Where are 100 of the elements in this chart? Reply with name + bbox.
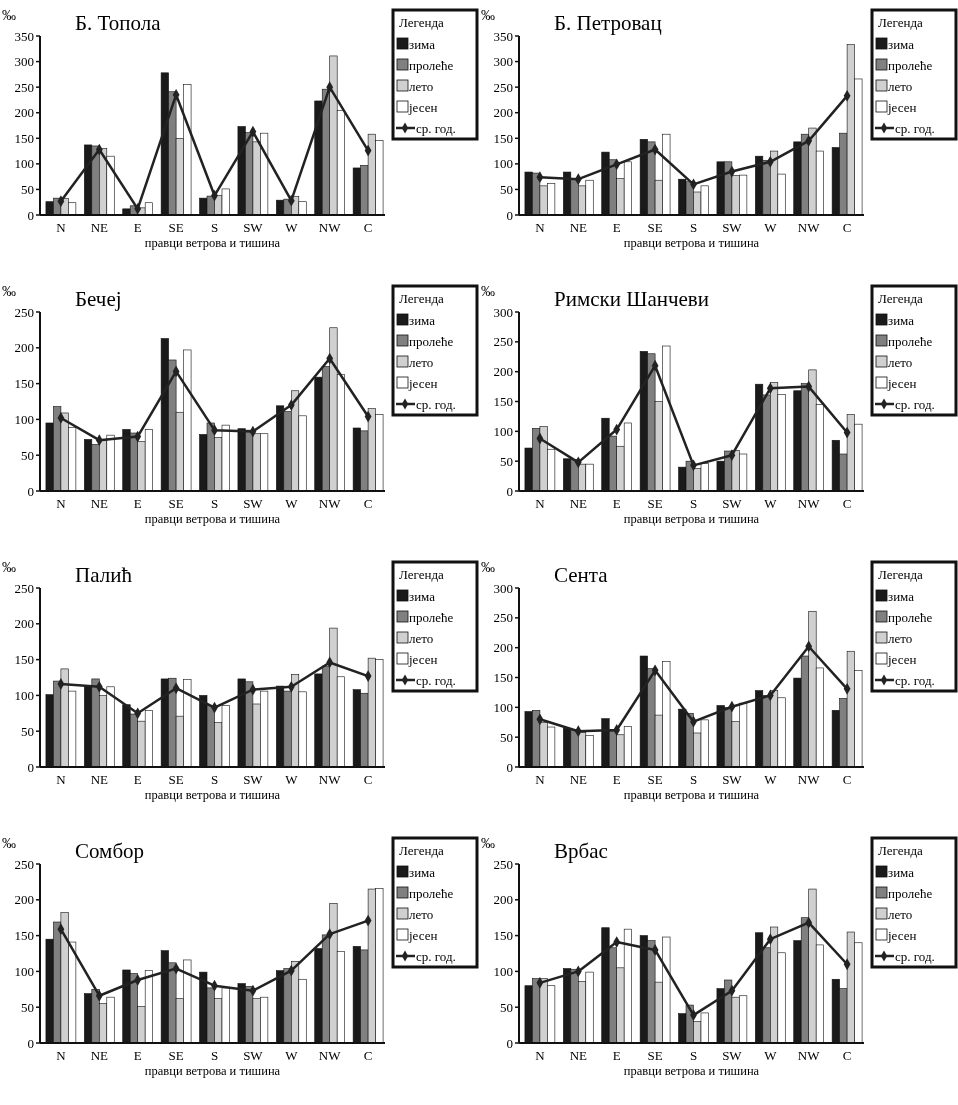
legend-label: ср. год.	[895, 948, 935, 964]
x-tick-label: NE	[569, 772, 588, 787]
x-tick-label: NE	[569, 496, 588, 511]
y-tick-label: 250	[14, 856, 34, 872]
legend-label: ср. год.	[895, 396, 935, 412]
x-tick-label: S	[210, 1048, 219, 1063]
legend-label: пролеће	[409, 57, 454, 73]
y-axis-title: ‰	[481, 836, 495, 851]
x-tick-label: C	[363, 1048, 373, 1063]
x-tick-label: W	[285, 220, 299, 235]
legend-title: Легенда	[878, 567, 923, 582]
legend-label: лето	[409, 906, 434, 922]
y-tick-label: 200	[14, 105, 34, 121]
x-tick-label: NW	[318, 1048, 342, 1063]
legend-label: јесен	[887, 375, 917, 391]
legend-label: пролеће	[888, 885, 933, 901]
y-axis-title: ‰	[481, 284, 495, 299]
x-tick-label: SW	[722, 496, 743, 511]
x-tick-label: C	[842, 220, 852, 235]
x-tick-label: N	[56, 772, 67, 787]
y-tick-label: 150	[14, 376, 34, 392]
y-tick-label: 50	[21, 181, 34, 197]
y-tick-label: 250	[14, 79, 34, 95]
x-tick-label: SW	[722, 772, 743, 787]
legend-label: пролеће	[888, 57, 933, 73]
chart-title: Бечеј	[75, 287, 122, 311]
x-tick-label: NE	[90, 772, 109, 787]
legend-label: јесен	[887, 651, 917, 667]
x-axis-title: правци ветрова и тишина	[144, 1064, 281, 1078]
legend-label: ср. год.	[895, 120, 935, 136]
x-tick-label: N	[535, 496, 546, 511]
y-tick-label: 200	[14, 616, 34, 632]
y-tick-label: 250	[493, 856, 513, 872]
x-tick-label: SW	[243, 1048, 264, 1063]
x-tick-label: NE	[90, 220, 109, 235]
x-tick-label: NE	[90, 1048, 109, 1063]
x-tick-label: N	[535, 220, 546, 235]
legend-label: пролеће	[409, 609, 454, 625]
legend-label: зима	[888, 864, 915, 880]
y-axis-title: ‰	[2, 836, 16, 851]
y-tick-label: 100	[493, 156, 513, 172]
legend-title: Легенда	[399, 15, 444, 30]
legend-title: Легенда	[878, 15, 923, 30]
y-tick-label: 300	[493, 304, 513, 320]
x-tick-label: NW	[318, 496, 342, 511]
y-tick-label: 150	[14, 652, 34, 668]
legend-label: зима	[888, 36, 915, 52]
x-tick-label: N	[56, 1048, 67, 1063]
legend-label: ср. год.	[895, 672, 935, 688]
legend-label: зима	[409, 36, 436, 52]
y-tick-label: 50	[21, 723, 34, 739]
legend-label: пролеће	[409, 333, 454, 349]
y-tick-label: 50	[21, 447, 34, 463]
legend-label: ср. год.	[416, 396, 456, 412]
legend-title: Легенда	[399, 291, 444, 306]
y-tick-label: 50	[21, 999, 34, 1015]
y-tick-label: 250	[493, 610, 513, 626]
legend-title: Легенда	[399, 567, 444, 582]
chart-title: Б. Топола	[75, 11, 162, 35]
y-tick-label: 250	[493, 334, 513, 350]
legend-label: лето	[888, 78, 913, 94]
x-tick-label: W	[285, 1048, 299, 1063]
legend-label: зима	[409, 588, 436, 604]
x-tick-label: W	[285, 496, 299, 511]
y-tick-label: 200	[493, 892, 513, 908]
x-tick-label: SE	[168, 772, 184, 787]
x-tick-label: NW	[797, 496, 821, 511]
y-tick-label: 300	[493, 54, 513, 70]
x-tick-label: C	[363, 772, 373, 787]
x-axis-title: правци ветрова и тишина	[623, 1064, 760, 1078]
y-tick-label: 200	[493, 640, 513, 656]
y-tick-label: 0	[27, 483, 34, 499]
y-tick-label: 100	[14, 963, 34, 979]
x-tick-label: E	[612, 220, 621, 235]
legend-label: јесен	[887, 927, 917, 943]
x-tick-label: NW	[318, 772, 342, 787]
y-axis-title: ‰	[481, 560, 495, 575]
x-tick-label: S	[689, 496, 698, 511]
y-tick-label: 0	[27, 1035, 34, 1051]
x-tick-label: S	[210, 772, 219, 787]
x-axis-title: правци ветрова и тишина	[144, 788, 281, 802]
chart-title: Врбас	[554, 839, 608, 863]
x-tick-label: E	[612, 496, 621, 511]
legend-label: лето	[409, 630, 434, 646]
y-tick-label: 250	[14, 304, 34, 320]
x-tick-label: E	[133, 772, 142, 787]
x-tick-label: W	[285, 772, 299, 787]
x-tick-label: NE	[569, 1048, 588, 1063]
chart-title: Б. Петровац	[554, 11, 662, 35]
x-tick-label: W	[764, 772, 778, 787]
legend-label: зима	[409, 864, 436, 880]
y-tick-label: 0	[506, 207, 513, 223]
x-tick-label: C	[363, 220, 373, 235]
y-tick-label: 100	[493, 423, 513, 439]
x-tick-label: SW	[722, 220, 743, 235]
y-axis-title: ‰	[2, 284, 16, 299]
x-tick-label: NE	[90, 496, 109, 511]
chart-title: Палић	[75, 563, 133, 587]
y-tick-label: 0	[27, 207, 34, 223]
x-tick-label: C	[842, 496, 852, 511]
